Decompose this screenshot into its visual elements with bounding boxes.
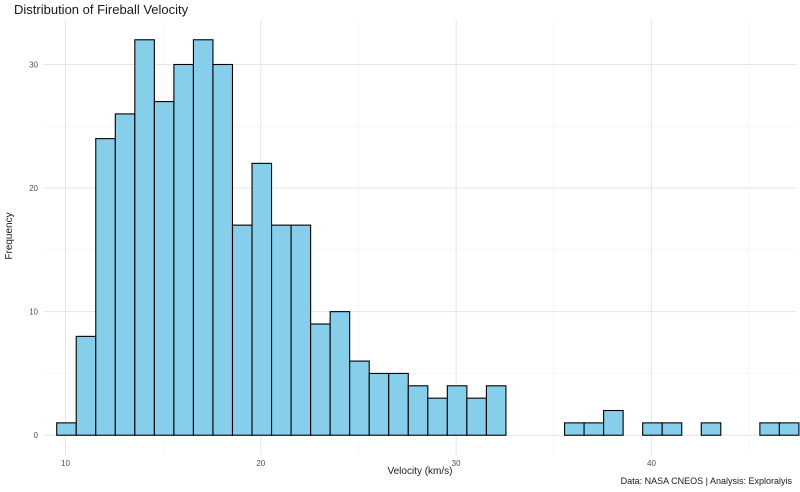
histogram-bar [310, 323, 331, 436]
histogram-bar [563, 422, 585, 436]
y-axis-ticks: 0 10 20 30 [29, 60, 38, 440]
histogram-bar [700, 422, 722, 436]
x-tick-label: 40 [647, 459, 656, 468]
histogram-bar [388, 372, 409, 436]
histogram-bar [368, 372, 390, 436]
x-tick-label: 10 [61, 459, 70, 468]
histogram-bar [349, 360, 370, 436]
histogram-bars [56, 39, 800, 436]
histogram-bar [95, 138, 116, 436]
histogram-bar [661, 422, 683, 436]
histogram-bar [603, 409, 624, 436]
histogram-bar [231, 224, 253, 436]
histogram-bar [427, 397, 448, 436]
histogram-bar [778, 422, 800, 436]
histogram-bar [134, 39, 155, 436]
chart-title: Distribution of Fireball Velocity [14, 2, 189, 17]
histogram-bar [583, 422, 605, 436]
histogram-bar [173, 63, 194, 436]
histogram-bar [329, 311, 351, 436]
histogram-bar [114, 113, 136, 436]
histogram-bar [212, 63, 234, 436]
x-tick-label: 20 [256, 459, 265, 468]
histogram-bar [251, 162, 273, 436]
y-tick-label: 20 [29, 184, 38, 193]
histogram-bar [642, 422, 663, 436]
histogram-bar [759, 422, 780, 436]
chart-caption: Data: NASA CNEOS | Analysis: Exploralyis [620, 476, 792, 486]
y-tick-label: 10 [29, 308, 38, 317]
histogram-bar [192, 39, 214, 436]
histogram-bar [290, 224, 312, 436]
histogram-bar [485, 385, 507, 436]
histogram-bar [75, 335, 97, 436]
x-tick-label: 30 [452, 459, 461, 468]
histogram-bar [407, 385, 429, 436]
histogram-bar [466, 397, 487, 436]
y-tick-label: 0 [34, 431, 39, 440]
x-axis-ticks: 10 20 30 40 [61, 459, 656, 468]
x-axis-title: Velocity (km/s) [387, 466, 452, 477]
histogram-bar [271, 224, 292, 436]
y-tick-label: 30 [29, 60, 38, 69]
histogram-bar [446, 385, 468, 436]
histogram-bar [56, 422, 77, 436]
histogram-bar [153, 101, 175, 436]
y-axis-title: Frequency [4, 212, 15, 259]
